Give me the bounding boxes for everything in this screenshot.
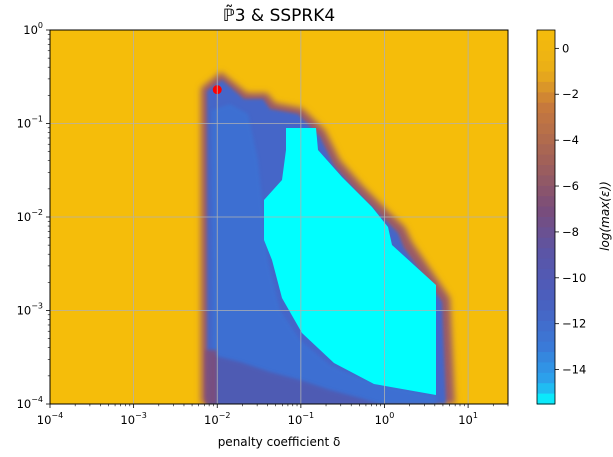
colorbar-band — [537, 289, 555, 301]
colorbar-band — [537, 175, 555, 187]
colorbar-band — [537, 362, 555, 374]
x-tick-label: 10−4 — [37, 411, 63, 427]
region-stable-deep — [212, 104, 436, 404]
colorbar-band — [537, 217, 555, 228]
colorbar-band — [537, 352, 555, 364]
region-stable-floor — [210, 355, 380, 404]
y-axis: 10−4 10−3 10−2 10−1 100 — [17, 21, 50, 411]
x-tick-label: 100 — [375, 411, 395, 427]
colorbar-band — [537, 154, 555, 166]
colorbar-band — [537, 81, 555, 93]
colorbar-band — [537, 206, 555, 218]
colorbar-band — [537, 341, 555, 353]
colorbar-tick-label: −12 — [562, 317, 586, 331]
colorbar-band — [537, 30, 555, 41]
colorbar-band — [537, 185, 555, 197]
x-tick-label: 10−2 — [204, 411, 230, 427]
colorbar-band — [537, 71, 555, 83]
colorbar-band — [537, 393, 555, 405]
colorbar-tick-label: −2 — [562, 87, 579, 101]
colorbar: 0 −2 −4 −6 −8 −10 −12 −14 — [536, 29, 586, 405]
colorbar-band — [537, 258, 555, 270]
region-best — [264, 128, 436, 395]
colorbar-band — [537, 372, 555, 384]
colorbar-band — [537, 165, 555, 177]
x-axis-label: penalty coefficient δ — [218, 435, 341, 449]
chart-title: ℙ̃3 & SSPRK4 — [223, 4, 335, 26]
y-tick-label: 10−2 — [17, 208, 43, 224]
colorbar-band — [537, 227, 555, 239]
colorbar-band — [537, 300, 555, 312]
colorbar-band — [537, 279, 555, 291]
colorbar-band — [537, 123, 555, 135]
y-tick-label: 10−4 — [17, 395, 43, 411]
colorbar-band — [537, 113, 555, 125]
colorbar-band — [537, 196, 555, 208]
x-tick-label: 101 — [458, 411, 478, 427]
x-tick-label: 10−1 — [288, 411, 314, 427]
colorbar-band — [537, 102, 555, 114]
colorbar-tick-label: −8 — [562, 225, 579, 239]
colorbar-band — [537, 320, 555, 332]
colorbar-tick-label: −10 — [562, 271, 586, 285]
colorbar-band — [537, 133, 555, 145]
colorbar-frame — [536, 29, 556, 405]
colorbar-tick-label: −14 — [562, 363, 586, 377]
colorbar-band — [537, 61, 555, 73]
colorbar-band — [537, 310, 555, 322]
colorbar-band — [537, 331, 555, 343]
colorbar-band — [537, 383, 555, 395]
colorbar-band — [537, 248, 555, 260]
colorbar-band — [537, 92, 555, 104]
region-edge-floor — [205, 350, 217, 404]
colorbar-label: log(max(ε)) — [598, 181, 612, 251]
colorbar-band — [537, 144, 555, 156]
y-tick-label: 10−3 — [17, 302, 43, 318]
x-tick-label: 10−3 — [120, 411, 146, 427]
colorbar-tick-label: −4 — [562, 133, 579, 147]
colorbar-band — [537, 268, 555, 280]
colorbar-tick-label: 0 — [562, 41, 569, 55]
y-tick-label: 10−1 — [17, 115, 43, 131]
colorbar-tick-label: −6 — [562, 179, 579, 193]
colorbar-band — [537, 50, 555, 62]
x-axis: 10−4 10−3 10−2 10−1 100 101 — [37, 404, 509, 427]
colorbar-band — [537, 237, 555, 249]
colorbar-band — [537, 40, 555, 52]
y-tick-label: 100 — [23, 21, 43, 37]
